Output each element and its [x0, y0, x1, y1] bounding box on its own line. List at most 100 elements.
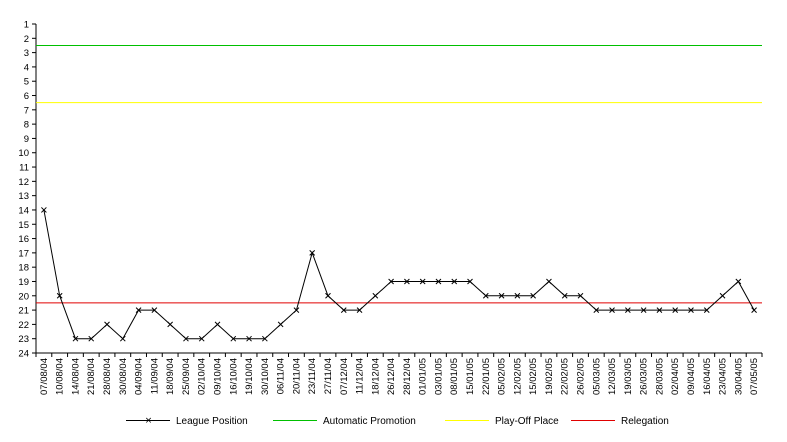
data-point: [498, 292, 505, 299]
x-tick-label: 02/04/05: [670, 358, 681, 395]
data-point: [404, 278, 410, 285]
data-point: [309, 250, 316, 256]
legend-item: Play-Off Place: [445, 411, 559, 431]
data-point: [261, 335, 268, 342]
x-tick-label: 15/02/05: [528, 358, 539, 395]
data-point: [624, 307, 631, 313]
data-point: [451, 278, 458, 285]
x-tick-label: 26/02/05: [576, 358, 587, 395]
data-point: [119, 335, 126, 342]
y-tick-label: 4: [24, 62, 29, 73]
y-tick-label: 3: [24, 48, 29, 59]
x-tick-label: 27/11/04: [323, 358, 334, 394]
x-tick-label: 20/11/04: [291, 358, 302, 394]
x-tick-label: 26/12/04: [386, 358, 397, 395]
y-tick-label: 15: [18, 220, 29, 231]
data-point: [514, 292, 521, 299]
x-tick-label: 28/08/04: [102, 358, 113, 395]
data-point: [435, 278, 442, 285]
data-point: [703, 307, 710, 313]
legend-item: Relegation: [571, 411, 669, 431]
x-tick-label: 19/03/05: [623, 358, 634, 395]
data-point: [609, 307, 615, 313]
data-point: [214, 321, 221, 328]
x-tick-label: 05/02/05: [497, 358, 508, 395]
y-tick-label: 7: [24, 105, 29, 116]
x-tick-label: 07/08/04: [39, 358, 50, 395]
data-point: [561, 292, 568, 299]
x-tick-label: 23/04/05: [718, 358, 729, 395]
y-tick-label: 8: [24, 120, 29, 131]
series-line: [43, 209, 755, 340]
x-tick-label: 07/05/05: [749, 358, 760, 395]
x-tick-label: 06/11/04: [276, 358, 287, 394]
data-point: [751, 307, 757, 313]
legend-swatch: [445, 416, 489, 426]
x-tick-label: 30/08/04: [118, 358, 129, 395]
data-point: [72, 335, 79, 342]
x-tick-label: 18/09/04: [165, 358, 176, 395]
data-point: [656, 307, 663, 313]
data-point: [688, 307, 694, 313]
x-tick-label: 04/09/04: [134, 358, 145, 395]
x-tick-label: 08/01/05: [449, 358, 460, 395]
data-point: [151, 307, 158, 313]
x-tick-label: 30/04/05: [733, 358, 744, 395]
x-tick-label: 28/03/05: [654, 358, 665, 395]
x-tick-label: 22/01/05: [481, 358, 492, 395]
y-tick-label: 10: [18, 148, 29, 159]
legend-swatch: [273, 416, 317, 426]
data-point: [277, 321, 284, 328]
x-tick-label: 11/12/04: [355, 358, 366, 394]
x-tick-label: 26/03/05: [639, 358, 650, 395]
x-tick-label: 09/10/04: [213, 358, 224, 395]
data-point: [546, 278, 552, 285]
y-tick-label: 20: [18, 291, 29, 302]
data-point: [167, 321, 174, 328]
legend-swatch: [571, 416, 615, 426]
data-point: [388, 278, 394, 285]
y-tick-label: 6: [24, 91, 29, 102]
x-tick-label: 22/02/05: [560, 358, 571, 395]
x-tick-label: 15/01/05: [465, 358, 476, 395]
x-tick-label: 16/04/05: [702, 358, 713, 395]
y-tick-label: 11: [19, 163, 29, 174]
y-tick-label: 22: [18, 320, 29, 331]
data-point: [104, 321, 110, 328]
data-point: [372, 292, 379, 299]
data-point: [41, 207, 47, 213]
y-tick-label: 21: [18, 306, 29, 317]
legend-swatch: ×: [126, 416, 170, 426]
y-tick-label: 13: [18, 191, 29, 202]
data-point: [719, 292, 726, 299]
x-tick-label: 12/03/05: [607, 358, 618, 395]
x-tick-label: 25/09/04: [181, 358, 192, 395]
data-point: [482, 292, 489, 299]
data-point: [183, 335, 189, 342]
data-point: [530, 292, 537, 299]
data-point: [246, 335, 252, 342]
data-point: [293, 307, 300, 313]
y-tick-label: 1: [24, 20, 29, 31]
data-point: [325, 292, 331, 299]
x-tick-label: 09/04/05: [686, 358, 697, 395]
legend-item: Automatic Promotion: [273, 411, 416, 431]
y-tick-label: 9: [24, 134, 29, 145]
x-tick-label: 07/12/04: [339, 358, 350, 395]
legend-label: Play-Off Place: [495, 415, 559, 427]
y-tick-label: 14: [18, 205, 29, 216]
x-tick-label: 02/10/04: [197, 358, 208, 395]
data-point: [135, 307, 142, 313]
legend-label: Relegation: [621, 415, 669, 427]
y-tick-label: 17: [18, 248, 29, 259]
chart-legend: × League Position Automatic Promotion Play-…: [0, 411, 787, 431]
legend-item: × League Position: [126, 411, 248, 431]
x-tick-label: 23/11/04: [307, 358, 318, 394]
y-tick-label: 16: [18, 234, 29, 245]
x-tick-label: 01/01/05: [418, 358, 429, 395]
x-tick-label: 19/10/04: [244, 358, 255, 395]
data-point: [230, 335, 237, 342]
data-point: [577, 292, 584, 299]
x-tick-label: 11/09/04: [149, 358, 160, 394]
x-tick-label: 12/02/05: [512, 358, 523, 395]
